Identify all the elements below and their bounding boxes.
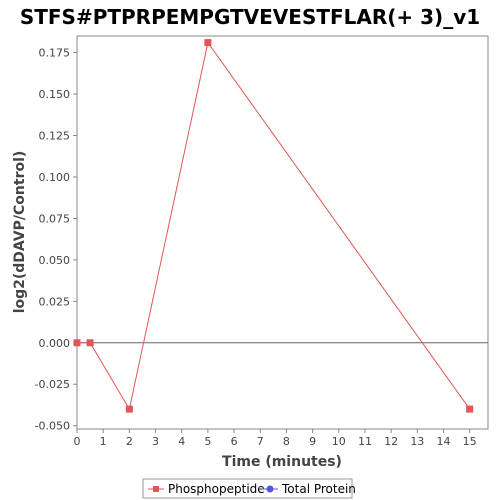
x-tick-label: 14 xyxy=(436,435,450,448)
y-tick-label: -0.050 xyxy=(35,420,70,433)
series-layer xyxy=(73,39,474,413)
y-axis: -0.050 -0.025 0.000 0.025 0.050 0.075 0.100 0.1… xyxy=(35,47,77,433)
x-tick-label: 9 xyxy=(309,435,316,448)
y-tick-label: -0.025 xyxy=(35,378,70,391)
x-tick-label: 7 xyxy=(257,435,264,448)
x-tick-label: 6 xyxy=(231,435,238,448)
y-tick-label: 0.100 xyxy=(39,171,71,184)
plot-area xyxy=(76,35,489,430)
chart-title: STFS#PTPRPEMPGTVEVESTFLAR(+ 3)_v1 xyxy=(20,5,480,29)
legend-box xyxy=(142,478,353,499)
legend-marker-total-protein xyxy=(266,485,274,493)
x-tick-label: 8 xyxy=(283,435,290,448)
x-tick-label: 3 xyxy=(152,435,159,448)
y-tick-label: 0.075 xyxy=(39,212,71,225)
y-tick-label: 0.000 xyxy=(39,337,71,350)
x-tick-label: 15 xyxy=(463,435,477,448)
x-tick-label: 5 xyxy=(204,435,211,448)
x-tick-label: 13 xyxy=(410,435,424,448)
legend-marker-phosphopeptide xyxy=(153,486,159,492)
data-point-phosphopeptide xyxy=(125,405,133,413)
legend-label-phosphopeptide: Phosphopeptide xyxy=(168,482,265,496)
x-tick-label: 11 xyxy=(358,435,372,448)
y-tick-label: 0.025 xyxy=(39,295,71,308)
y-tick-label: 0.150 xyxy=(39,88,71,101)
y-tick-label: 0.125 xyxy=(39,129,71,142)
data-point-phosphopeptide xyxy=(204,39,212,47)
x-axis: 0 1 2 3 4 5 6 7 8 9 10 11 12 13 14 15 xyxy=(74,429,477,448)
data-point-phosphopeptide xyxy=(466,405,474,413)
legend: Phosphopeptide Total Protein xyxy=(142,478,356,499)
x-tick-label: 4 xyxy=(178,435,185,448)
data-point-phosphopeptide xyxy=(86,339,94,347)
y-tick-label: 0.175 xyxy=(39,47,71,60)
x-tick-label: 0 xyxy=(74,435,81,448)
x-tick-label: 10 xyxy=(332,435,346,448)
y-tick-label: 0.050 xyxy=(39,254,71,267)
y-axis-label: log2(dDAVP/Control) xyxy=(12,151,28,314)
x-tick-label: 12 xyxy=(384,435,398,448)
x-tick-label: 2 xyxy=(126,435,133,448)
data-point-phosphopeptide xyxy=(73,339,81,347)
x-axis-label: Time (minutes) xyxy=(222,454,342,470)
x-tick-label: 1 xyxy=(100,435,107,448)
legend-label-total-protein: Total Protein xyxy=(281,482,356,496)
